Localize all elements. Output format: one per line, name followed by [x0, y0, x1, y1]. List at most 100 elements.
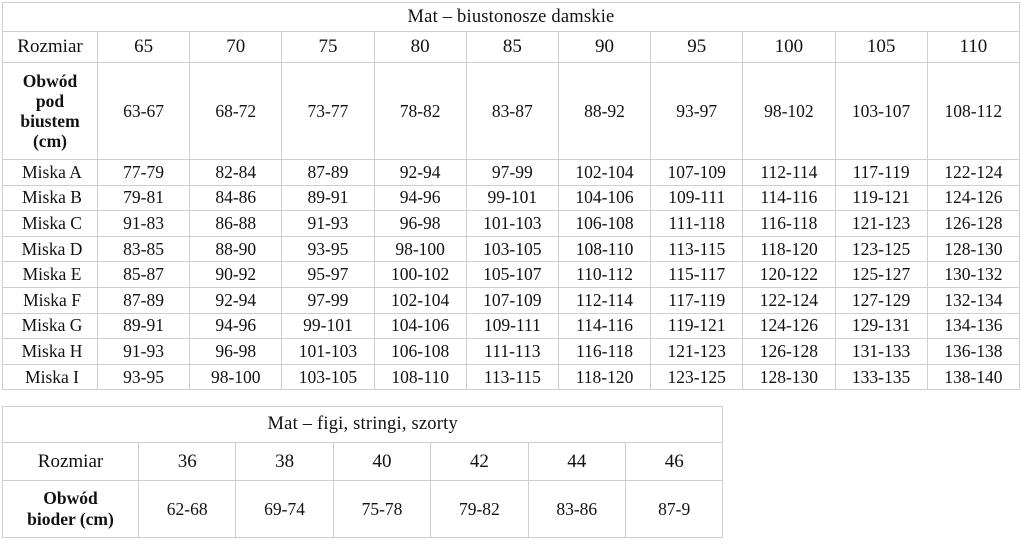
brief-size-col-38: 38 — [235, 442, 334, 481]
underbust-value: 108-112 — [926, 62, 1021, 160]
underbust-value: 73-77 — [281, 62, 375, 160]
table-row: Miska E 85-87 90-92 95-97 100-102 105-10… — [2, 261, 1021, 288]
cup-value: 131-133 — [834, 338, 928, 365]
cup-value: 106-108 — [557, 210, 652, 237]
cup-value: 100-102 — [373, 261, 467, 288]
brief-size-col-36: 36 — [137, 442, 237, 481]
cup-value: 108-110 — [373, 363, 467, 391]
cup-row-label: Miska H — [2, 338, 98, 365]
hips-label-line-2: bioder (cm) — [27, 509, 114, 529]
hips-value: 79-82 — [430, 480, 529, 538]
cup-value: 113-115 — [465, 363, 559, 391]
bra-size-table-container: Mat – biustonosze damskie Rozmiar 65 70 … — [1, 2, 1021, 391]
underbust-label-line-1: Obwód — [22, 71, 78, 91]
cup-value: 106-108 — [373, 338, 467, 365]
underbust-row-label: Obwód pod biustem (cm) — [2, 62, 98, 160]
cup-value: 101-103 — [465, 210, 559, 237]
cup-row-label: Miska B — [2, 184, 98, 212]
bra-size-col-65: 65 — [96, 31, 191, 63]
cup-value: 114-116 — [557, 312, 652, 340]
bra-size-col-100: 100 — [742, 31, 836, 63]
cup-value: 86-88 — [189, 210, 283, 237]
cup-value: 87-89 — [281, 159, 375, 186]
cup-value: 116-118 — [742, 210, 836, 237]
cup-row-label: Miska D — [2, 235, 98, 263]
bra-size-col-105: 105 — [834, 31, 928, 63]
table-row: Obwód bioder (cm) 62-68 69-74 75-78 79-8… — [2, 480, 724, 538]
cup-value: 126-128 — [742, 338, 836, 365]
bra-size-col-90: 90 — [557, 31, 652, 63]
cup-row-label: Miska A — [2, 159, 98, 186]
cup-value: 103-105 — [465, 235, 559, 263]
cup-value: 92-94 — [373, 159, 467, 186]
brief-size-table-container: Mat – figi, stringi, szorty Rozmiar 36 3… — [1, 406, 724, 538]
brief-title-row: Mat – figi, stringi, szorty — [1, 406, 724, 443]
cup-value: 92-94 — [189, 286, 283, 314]
underbust-value: 98-102 — [742, 62, 836, 160]
bra-size-col-75: 75 — [281, 31, 375, 63]
cup-value: 138-140 — [926, 363, 1021, 391]
cup-value: 122-124 — [926, 159, 1021, 186]
table-row: Miska D 83-85 88-90 93-95 98-100 103-105… — [2, 235, 1021, 263]
hips-value: 75-78 — [332, 480, 432, 538]
cup-value: 128-130 — [742, 363, 836, 391]
hips-value: 69-74 — [235, 480, 334, 538]
underbust-label-line-3: biustem — [20, 111, 80, 131]
brief-size-col-40: 40 — [332, 442, 432, 481]
cup-value: 91-93 — [281, 210, 375, 237]
cup-value: 82-84 — [189, 159, 283, 186]
cup-row-label: Miska E — [2, 261, 98, 288]
underbust-value: 93-97 — [650, 62, 744, 160]
cup-value: 83-85 — [96, 235, 191, 263]
cup-value: 111-118 — [650, 210, 744, 237]
cup-value: 90-92 — [189, 261, 283, 288]
cup-value: 126-128 — [926, 210, 1021, 237]
table-row: Miska A 77-79 82-84 87-89 92-94 97-99 10… — [2, 159, 1021, 186]
cup-value: 129-131 — [834, 312, 928, 340]
cup-value: 117-119 — [650, 286, 744, 314]
cup-value: 93-95 — [281, 235, 375, 263]
cup-value: 93-95 — [96, 363, 191, 391]
cup-value: 110-112 — [557, 261, 652, 288]
brief-size-label: Rozmiar — [2, 442, 139, 481]
cup-value: 96-98 — [189, 338, 283, 365]
cup-value: 123-125 — [650, 363, 744, 391]
cup-value: 94-96 — [373, 184, 467, 212]
brief-size-col-44: 44 — [527, 442, 626, 481]
cup-value: 123-125 — [834, 235, 928, 263]
cup-value: 105-107 — [465, 261, 559, 288]
cup-row-label: Miska I — [2, 363, 98, 391]
cup-value: 104-106 — [373, 312, 467, 340]
bra-table-body: Obwód pod biustem (cm) 63-67 68-72 73-77… — [2, 62, 1021, 391]
cup-value: 112-114 — [557, 286, 652, 314]
cup-value: 85-87 — [96, 261, 191, 288]
cup-value: 107-109 — [465, 286, 559, 314]
hips-value: 62-68 — [137, 480, 237, 538]
bra-table-title: Mat – biustonosze damskie — [1, 2, 1021, 32]
bra-size-col-80: 80 — [373, 31, 467, 63]
brief-size-col-42: 42 — [430, 442, 529, 481]
cup-value: 108-110 — [557, 235, 652, 263]
hips-value: 87-9 — [624, 480, 724, 538]
table-row: Miska G 89-91 94-96 99-101 104-106 109-1… — [2, 312, 1021, 340]
underbust-label-line-4: (cm) — [32, 131, 67, 151]
bra-size-col-70: 70 — [189, 31, 283, 63]
table-row: Miska I 93-95 98-100 103-105 108-110 113… — [2, 363, 1021, 391]
underbust-label-line-2: pod — [35, 91, 65, 111]
cup-value: 107-109 — [650, 159, 744, 186]
cup-value: 91-93 — [96, 338, 191, 365]
cup-value: 89-91 — [96, 312, 191, 340]
bra-header-row: Rozmiar 65 70 75 80 85 90 95 100 105 110 — [2, 31, 1021, 63]
table-row: Miska H 91-93 96-98 101-103 106-108 111-… — [2, 338, 1021, 365]
underbust-row: Obwód pod biustem (cm) 63-67 68-72 73-77… — [2, 62, 1021, 160]
underbust-value: 88-92 — [557, 62, 652, 160]
cup-value: 134-136 — [926, 312, 1021, 340]
underbust-value: 78-82 — [373, 62, 467, 160]
cup-row-label: Miska C — [2, 210, 98, 237]
cup-value: 97-99 — [281, 286, 375, 314]
cup-value: 112-114 — [742, 159, 836, 186]
hips-row-label: Obwód bioder (cm) — [2, 480, 139, 538]
cup-value: 109-111 — [465, 312, 559, 340]
brief-size-col-46: 46 — [624, 442, 724, 481]
cup-row-label: Miska G — [2, 312, 98, 340]
